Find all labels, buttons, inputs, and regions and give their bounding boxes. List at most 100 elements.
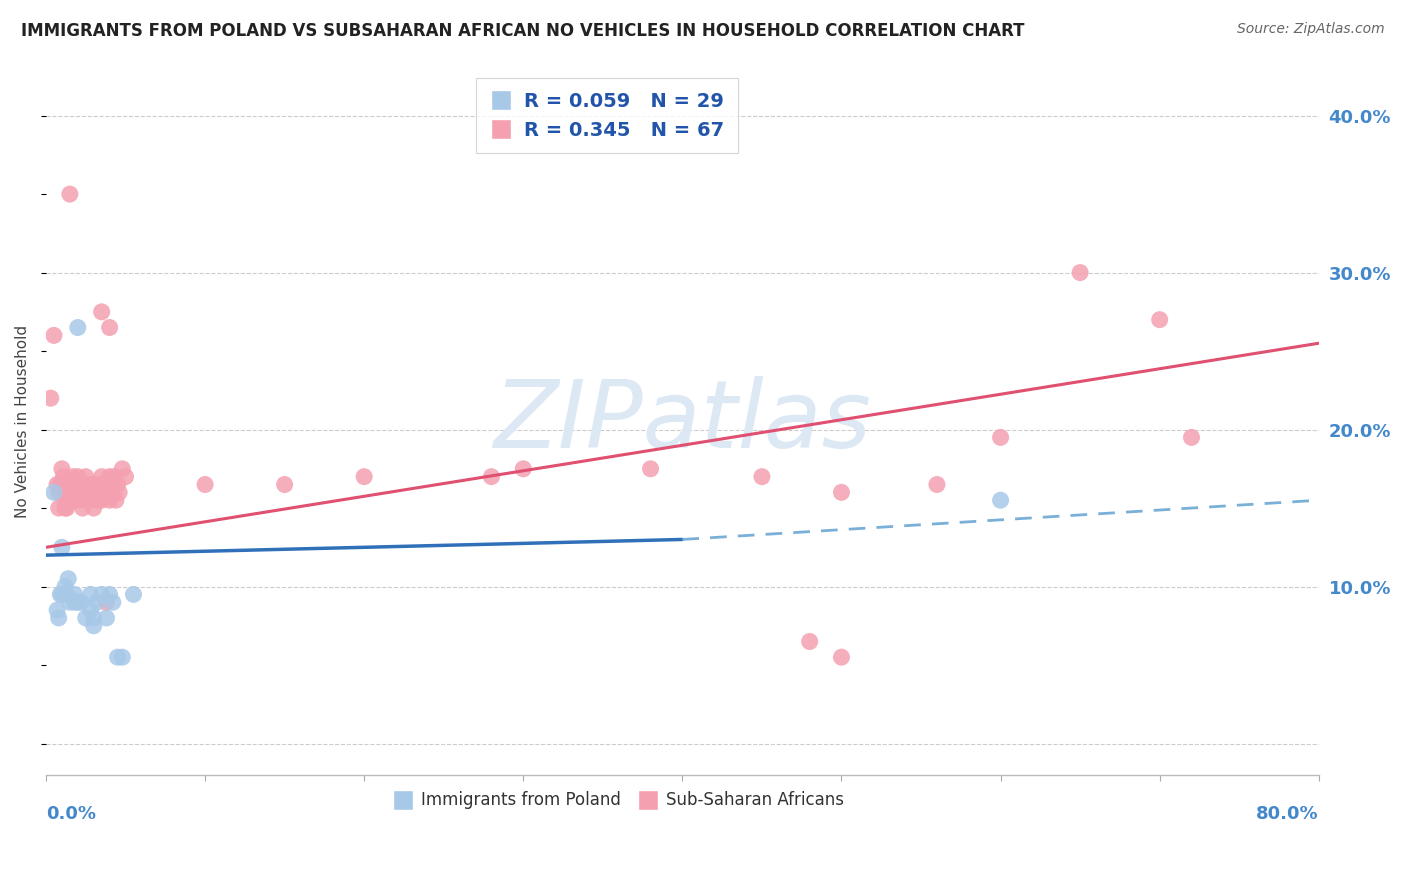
Text: ZIPatlas: ZIPatlas: [494, 376, 872, 467]
Point: [925, 477, 948, 491]
Point: [66, 320, 89, 334]
Point: [1180, 430, 1202, 444]
Point: [51, 477, 73, 491]
Point: [512, 462, 534, 476]
Point: [640, 462, 662, 476]
Point: [89, 477, 111, 491]
Point: [42, 328, 65, 343]
Point: [75, 611, 97, 625]
Point: [108, 485, 131, 500]
Point: [86, 595, 108, 609]
Point: [55, 501, 77, 516]
Point: [63, 587, 86, 601]
Point: [1149, 312, 1171, 326]
Point: [76, 485, 98, 500]
Point: [273, 477, 295, 491]
Point: [86, 485, 108, 500]
Point: [96, 611, 118, 625]
Point: [111, 650, 134, 665]
Point: [51, 587, 73, 601]
Point: [66, 595, 89, 609]
Point: [98, 587, 121, 601]
Point: [96, 595, 118, 609]
Point: [83, 619, 105, 633]
Point: [990, 430, 1012, 444]
Point: [48, 611, 70, 625]
Point: [98, 469, 121, 483]
Point: [48, 501, 70, 516]
Point: [46, 477, 69, 491]
Point: [67, 477, 90, 491]
Point: [66, 493, 89, 508]
Point: [70, 477, 93, 491]
Point: [59, 485, 82, 500]
Point: [75, 469, 97, 483]
Point: [830, 485, 852, 500]
Point: [83, 501, 105, 516]
Point: [39, 391, 62, 405]
Text: Source: ZipAtlas.com: Source: ZipAtlas.com: [1237, 22, 1385, 37]
Point: [83, 611, 105, 625]
Point: [72, 501, 94, 516]
Point: [79, 603, 101, 617]
Point: [42, 485, 65, 500]
Point: [990, 493, 1012, 508]
Text: 80.0%: 80.0%: [1256, 805, 1319, 823]
Point: [58, 572, 80, 586]
Point: [90, 493, 112, 508]
Point: [122, 587, 145, 601]
Point: [101, 485, 124, 500]
Point: [70, 595, 93, 609]
Point: [94, 485, 117, 500]
Point: [90, 305, 112, 319]
Point: [46, 603, 69, 617]
Point: [799, 634, 821, 648]
Point: [59, 187, 82, 202]
Point: [60, 477, 83, 491]
Point: [58, 485, 80, 500]
Point: [90, 469, 112, 483]
Point: [83, 477, 105, 491]
Point: [59, 595, 82, 609]
Point: [107, 650, 129, 665]
Legend: Immigrants from Poland, Sub-Saharan Africans: Immigrants from Poland, Sub-Saharan Afri…: [387, 785, 851, 816]
Point: [66, 469, 89, 483]
Point: [111, 462, 134, 476]
Point: [90, 587, 112, 601]
Point: [100, 477, 122, 491]
Point: [63, 493, 86, 508]
Point: [55, 485, 77, 500]
Point: [77, 477, 100, 491]
Point: [51, 541, 73, 555]
Point: [49, 477, 72, 491]
Point: [98, 493, 121, 508]
Point: [53, 580, 76, 594]
Text: 0.0%: 0.0%: [46, 805, 96, 823]
Point: [75, 493, 97, 508]
Point: [55, 587, 77, 601]
Point: [353, 469, 375, 483]
Point: [107, 477, 129, 491]
Point: [49, 587, 72, 601]
Point: [87, 493, 110, 508]
Point: [481, 469, 503, 483]
Point: [91, 477, 114, 491]
Point: [79, 493, 101, 508]
Point: [830, 650, 852, 665]
Point: [51, 462, 73, 476]
Point: [79, 587, 101, 601]
Point: [63, 595, 86, 609]
Text: IMMIGRANTS FROM POLAND VS SUBSAHARAN AFRICAN NO VEHICLES IN HOUSEHOLD CORRELATIO: IMMIGRANTS FROM POLAND VS SUBSAHARAN AFR…: [21, 22, 1025, 40]
Point: [101, 595, 124, 609]
Point: [1069, 266, 1091, 280]
Point: [103, 469, 125, 483]
Point: [73, 485, 96, 500]
Point: [114, 469, 136, 483]
Point: [751, 469, 773, 483]
Point: [53, 501, 76, 516]
Point: [62, 469, 84, 483]
Point: [53, 493, 76, 508]
Point: [65, 485, 87, 500]
Point: [48, 485, 70, 500]
Point: [104, 493, 127, 508]
